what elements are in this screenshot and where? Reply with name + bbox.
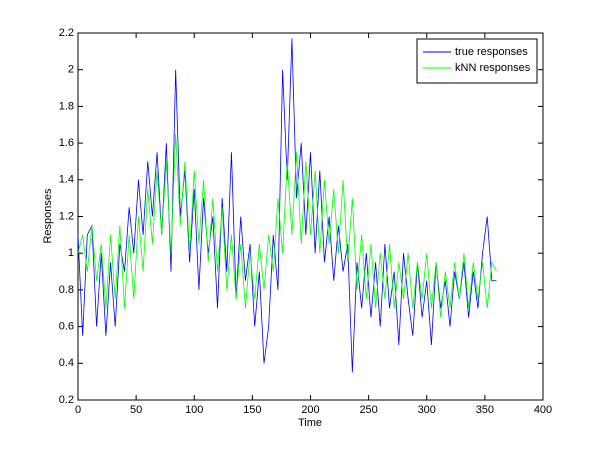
x-tick-label: 350 — [476, 404, 494, 416]
y-tick-label: 1.2 — [59, 210, 74, 222]
legend-label: kNN responses — [455, 62, 531, 74]
y-tick-label: 1.8 — [59, 100, 74, 112]
series-line — [77, 133, 497, 318]
y-tick-label: 0.2 — [59, 394, 74, 406]
legend-label: true responses — [455, 46, 528, 58]
series-line — [77, 38, 497, 373]
x-tick-label: 50 — [130, 404, 142, 416]
y-tick-label: 0.6 — [59, 321, 74, 333]
y-tick-label: 1.4 — [59, 174, 74, 186]
legend-box — [416, 38, 538, 84]
y-tick-label: 2 — [68, 64, 74, 76]
x-tick-label: 200 — [301, 404, 319, 416]
x-tick-label: 150 — [243, 404, 261, 416]
x-tick-label: 400 — [534, 404, 552, 416]
x-axis-label: Time — [298, 417, 322, 429]
y-tick-label: 1 — [68, 247, 74, 259]
y-tick-label: 0.8 — [59, 284, 74, 296]
x-tick-label: 300 — [418, 404, 436, 416]
x-tick-label: 100 — [185, 404, 203, 416]
y-tick-label: 1.6 — [59, 137, 74, 149]
y-axis-label: Responses — [42, 188, 54, 244]
x-tick-label: 250 — [359, 404, 377, 416]
plot-frame — [77, 32, 544, 401]
y-tick-label: 0.4 — [59, 357, 74, 369]
x-tick-label: 0 — [75, 404, 81, 416]
y-tick-label: 2.2 — [59, 27, 74, 39]
